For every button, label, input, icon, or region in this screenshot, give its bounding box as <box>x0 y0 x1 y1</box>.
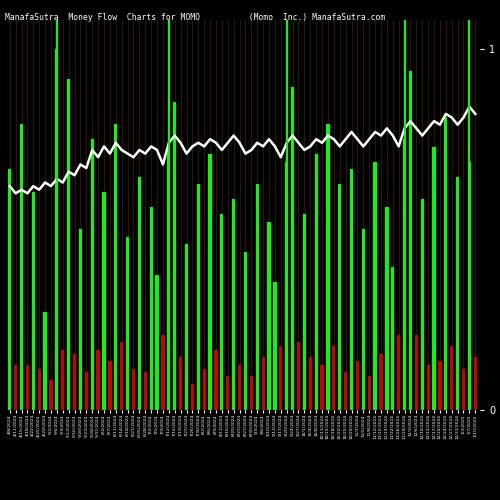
Bar <box>67 79 70 410</box>
Bar <box>55 49 58 410</box>
Bar <box>350 170 353 410</box>
Bar <box>50 380 52 410</box>
Bar <box>438 361 442 410</box>
Bar <box>167 146 170 410</box>
Bar <box>356 361 359 410</box>
Bar <box>179 358 182 410</box>
Bar <box>150 207 153 410</box>
Bar <box>291 86 294 410</box>
Bar <box>120 342 124 410</box>
Bar <box>338 184 342 410</box>
Bar <box>456 177 459 410</box>
Bar <box>138 177 141 410</box>
Bar <box>297 342 300 410</box>
Bar <box>32 192 35 410</box>
Bar <box>386 207 388 410</box>
Bar <box>84 372 88 410</box>
Bar <box>185 244 188 410</box>
Bar <box>403 139 406 410</box>
Bar <box>44 312 46 410</box>
Text: ManafaSutra  Money Flow  Charts for MOMO          (Momo  Inc.) ManafaSutra.com: ManafaSutra Money Flow Charts for MOMO (… <box>5 12 385 22</box>
Bar <box>256 184 259 410</box>
Bar <box>38 368 41 410</box>
Bar <box>444 116 448 410</box>
Bar <box>191 384 194 410</box>
Bar <box>303 214 306 410</box>
Bar <box>73 354 76 410</box>
Bar <box>79 230 82 410</box>
Bar <box>90 139 94 410</box>
Bar <box>426 365 430 410</box>
Bar <box>380 354 382 410</box>
Bar <box>108 361 112 410</box>
Bar <box>238 365 241 410</box>
Bar <box>132 368 135 410</box>
Bar <box>374 162 376 410</box>
Bar <box>61 350 64 410</box>
Bar <box>202 368 206 410</box>
Bar <box>332 346 336 410</box>
Bar <box>126 237 129 410</box>
Bar <box>450 346 454 410</box>
Bar <box>226 376 230 410</box>
Bar <box>326 124 330 410</box>
Bar <box>162 335 164 410</box>
Bar <box>285 162 288 410</box>
Bar <box>26 365 29 410</box>
Bar <box>8 170 12 410</box>
Bar <box>474 358 477 410</box>
Bar <box>262 358 264 410</box>
Bar <box>244 252 247 410</box>
Bar <box>144 372 147 410</box>
Bar <box>96 350 100 410</box>
Bar <box>432 146 436 410</box>
Bar <box>308 358 312 410</box>
Bar <box>156 274 158 410</box>
Bar <box>114 124 117 410</box>
Bar <box>214 350 218 410</box>
Bar <box>102 192 106 410</box>
Bar <box>250 376 253 410</box>
Bar <box>20 124 23 410</box>
Bar <box>420 200 424 410</box>
Bar <box>14 365 17 410</box>
Bar <box>279 346 282 410</box>
Bar <box>274 282 276 410</box>
Bar <box>397 335 400 410</box>
Bar <box>462 368 465 410</box>
Bar <box>320 365 324 410</box>
Bar <box>314 154 318 410</box>
Bar <box>268 222 270 410</box>
Bar <box>344 372 348 410</box>
Bar <box>414 335 418 410</box>
Bar <box>220 214 224 410</box>
Bar <box>409 72 412 410</box>
Bar <box>468 162 471 410</box>
Bar <box>362 230 365 410</box>
Bar <box>208 154 212 410</box>
Bar <box>173 102 176 410</box>
Bar <box>368 376 371 410</box>
Bar <box>196 184 200 410</box>
Bar <box>391 267 394 410</box>
Bar <box>232 200 235 410</box>
